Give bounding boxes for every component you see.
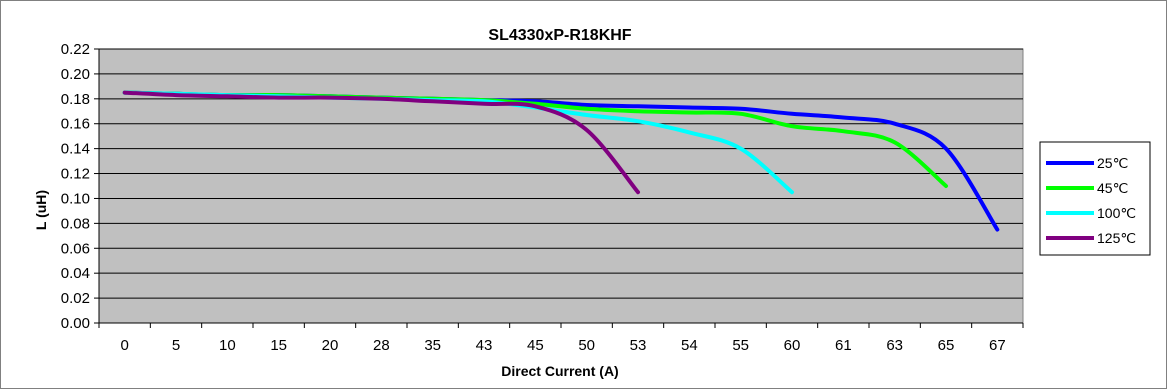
y-tick-label: 0.04 — [61, 265, 90, 282]
y-tick-label: 0.06 — [61, 240, 90, 257]
x-tick-label: 0 — [120, 337, 128, 354]
x-tick-label: 53 — [630, 337, 647, 354]
legend-label: 25℃ — [1097, 155, 1128, 171]
y-axis: 0.00 0.02 0.04 0.06 0.08 0.10 0.12 0.14 0.16 0.18… — [61, 41, 100, 332]
y-tick-label: 0.16 — [61, 116, 90, 133]
legend-label: 125℃ — [1097, 230, 1136, 246]
plot-area — [98, 48, 1024, 324]
legend-label: 100℃ — [1097, 205, 1136, 221]
y-tick-label: 0.02 — [61, 290, 90, 307]
x-tick-label: 35 — [424, 337, 441, 354]
y-tick-label: 0.18 — [61, 91, 90, 108]
x-tick-label: 61 — [835, 337, 852, 354]
x-tick-label: 67 — [989, 337, 1006, 354]
series-lines — [122, 90, 1000, 232]
legend-label: 45℃ — [1097, 180, 1128, 196]
y-tick-label: 0.12 — [61, 166, 90, 183]
x-tick-label: 45 — [527, 337, 544, 354]
x-tick-label: 15 — [270, 337, 287, 354]
x-axis-title: Direct Current (A) — [501, 363, 618, 379]
x-tick-label: 60 — [784, 337, 801, 354]
y-tick-label: 0.00 — [61, 315, 90, 332]
x-tick-label: 63 — [886, 337, 903, 354]
x-tick-label: 28 — [373, 337, 390, 354]
x-tick-label: 65 — [938, 337, 955, 354]
x-tick-label: 5 — [172, 337, 180, 354]
y-tick-label: 0.22 — [61, 41, 90, 58]
x-tick-label: 54 — [681, 337, 698, 354]
y-tick-label: 0.20 — [61, 66, 90, 83]
y-tick-label: 0.08 — [61, 215, 90, 232]
x-tick-label: 55 — [732, 337, 749, 354]
x-tick-label: 50 — [578, 337, 595, 354]
x-tick-label: 10 — [219, 337, 236, 354]
y-tick-label: 0.14 — [61, 141, 90, 158]
y-tick-label: 0.10 — [61, 190, 90, 207]
x-tick-label: 43 — [476, 337, 493, 354]
chart-title: SL4330xP-R18KHF — [488, 27, 631, 44]
x-axis: 0 5 10 15 20 28 35 43 45 50 53 54 55 60 61 63 65 67 — [98, 322, 1024, 354]
y-axis-title: L (uH) — [33, 190, 49, 230]
legend: 25℃ 45℃ 100℃ 125℃ — [1039, 141, 1151, 256]
x-tick-label: 20 — [322, 337, 339, 354]
series-line — [122, 90, 640, 195]
